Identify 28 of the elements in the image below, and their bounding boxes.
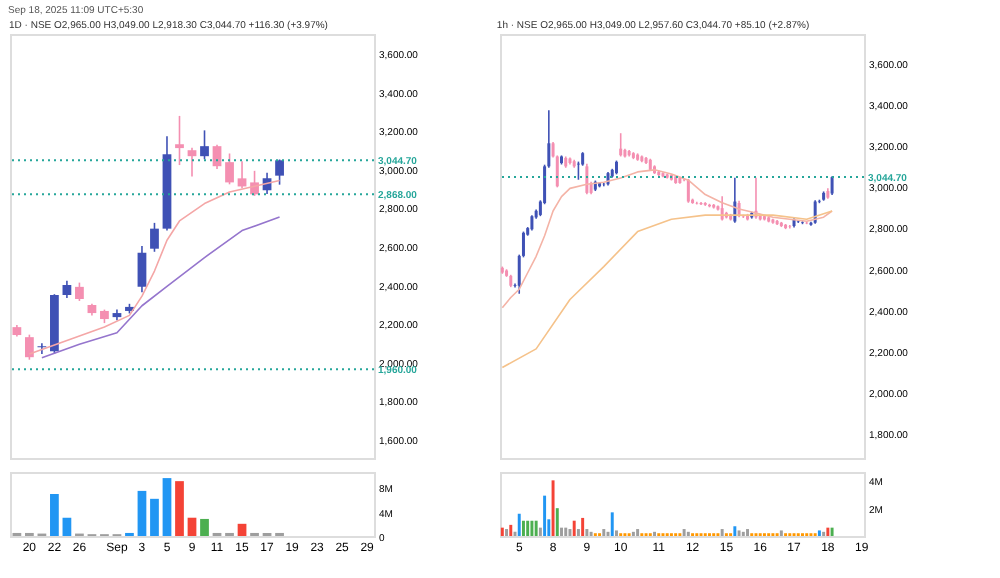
candlestick xyxy=(619,132,623,158)
candlestick xyxy=(175,115,184,166)
candlestick xyxy=(150,222,159,253)
candlestick xyxy=(187,146,197,178)
bar xyxy=(187,517,197,536)
line-series xyxy=(28,179,281,355)
candlestick xyxy=(585,162,589,195)
bar xyxy=(50,493,59,536)
line-series xyxy=(501,169,833,309)
line-series xyxy=(41,216,281,359)
candlestick xyxy=(225,152,234,186)
bar xyxy=(62,517,72,536)
bar xyxy=(150,498,159,536)
bar xyxy=(237,523,247,536)
candlestick xyxy=(25,333,34,361)
candlestick xyxy=(75,281,84,302)
candlestick xyxy=(37,342,47,355)
candlestick xyxy=(200,129,209,161)
candlestick xyxy=(237,160,247,189)
candlestick xyxy=(830,175,834,196)
bar xyxy=(162,478,172,536)
bar xyxy=(200,518,209,536)
line-series xyxy=(501,210,833,369)
candlestick xyxy=(275,158,284,186)
candlestick xyxy=(560,154,564,166)
bar xyxy=(175,481,184,536)
bar xyxy=(137,490,147,536)
candlestick xyxy=(137,245,147,294)
